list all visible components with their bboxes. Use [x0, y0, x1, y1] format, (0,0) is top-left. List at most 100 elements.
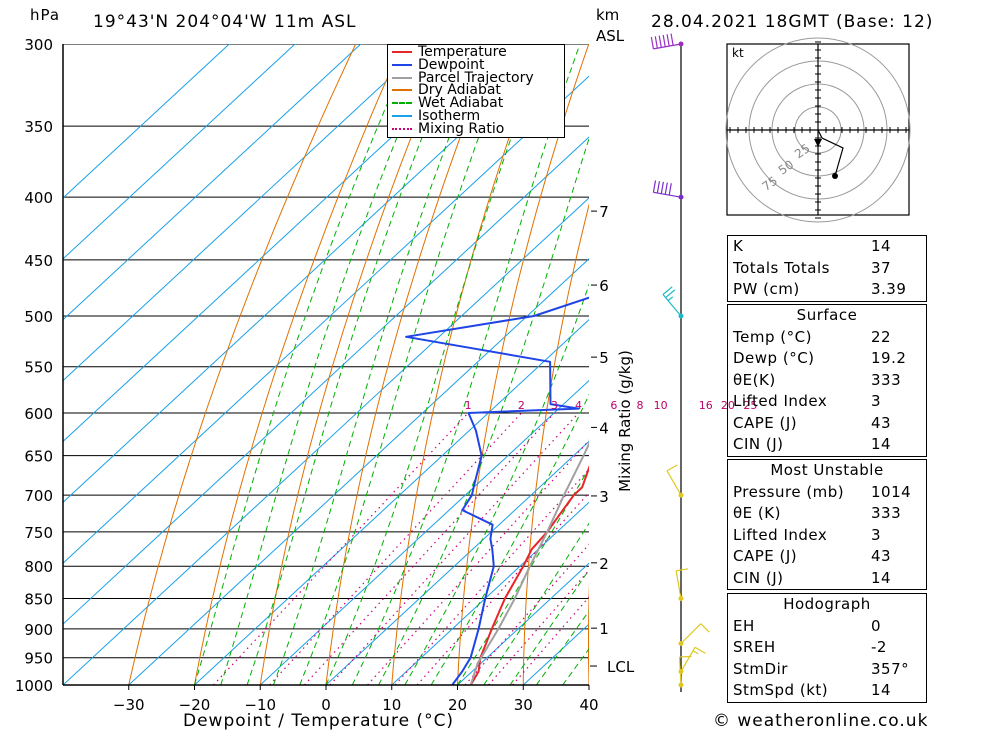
most-unstable-label: CAPE (J) — [733, 547, 798, 565]
wet-adiabat-line — [509, 568, 589, 685]
indices-table: K 14 Totals Totals 37 PW (cm) 3.39 — [727, 235, 927, 302]
surface-row: θE(K) 333 — [728, 370, 927, 392]
dry-adiabat-line — [588, 582, 589, 685]
hodograph-row: SREH -2 — [728, 637, 927, 659]
most-unstable-value: 1014 — [871, 482, 912, 501]
pressure-tick-label: 750 — [24, 524, 53, 542]
wet-adiabat-line — [535, 610, 589, 685]
isotherm-line — [325, 440, 589, 685]
index-row: Totals Totals 37 — [728, 258, 927, 280]
altitude-tick-label: 6 — [599, 277, 609, 295]
temperature-line — [469, 464, 589, 685]
surface-label: Dewp (°C) — [733, 349, 815, 367]
wind-barb-flag — [662, 286, 673, 295]
isotherm-line — [457, 562, 589, 685]
wind-barb — [650, 33, 684, 50]
hodograph-unit-label: kt — [732, 46, 744, 60]
dry-adiabat-line — [325, 44, 497, 685]
altitude-tick-label: 2 — [599, 555, 609, 573]
isotherm-line — [63, 44, 559, 504]
wind-barb-flag — [656, 181, 661, 194]
surface-label: Lifted Index — [733, 392, 828, 410]
km-label: km — [596, 6, 620, 24]
pressure-tick-label: 850 — [24, 590, 53, 608]
hodograph-label: StmDir — [733, 659, 788, 678]
wind-barb — [662, 286, 684, 319]
mixing-ratio-tick-label: 1 — [465, 399, 472, 412]
wet-adiabat-line — [430, 393, 589, 685]
legend-label: Temperature — [418, 44, 507, 60]
wind-barb-flag — [668, 183, 672, 196]
copyright-footer: © weatheronline.co.uk — [713, 711, 929, 731]
hodograph-title: Hodograph — [783, 595, 871, 613]
wind-barb — [678, 646, 706, 675]
wind-barb-staff — [666, 470, 682, 496]
hodograph-row: EH 0 — [728, 616, 927, 638]
storm-motion-marker — [814, 139, 822, 147]
mixing-ratio-tick-label: 4 — [575, 399, 582, 412]
most-unstable-row: Pressure (mb) 1014 — [728, 482, 927, 504]
wind-barb-flag — [667, 296, 674, 302]
surface-table: Surface Temp (°C) 22 Dewp (°C) 19.2 θE(K) 333… — [727, 304, 927, 457]
index-value: 37 — [871, 258, 892, 277]
mixing-ratio-tick-label: 6 — [610, 399, 617, 412]
altitude-tick-label: 4 — [599, 419, 609, 437]
altitude-tick-label: 1 — [599, 620, 609, 638]
pressure-tick-label: 500 — [24, 308, 53, 326]
dry-adiabat-line — [194, 44, 403, 685]
most-unstable-label: Lifted Index — [733, 525, 828, 544]
surface-row: Temp (°C) 22 — [728, 327, 927, 349]
x-tick-label: −10 — [244, 696, 276, 714]
altitude-tick-label: 5 — [599, 349, 609, 367]
pressure-tick-label: 900 — [24, 621, 53, 639]
surface-row: Dewp (°C) 19.2 — [728, 348, 927, 370]
most-unstable-title: Most Unstable — [770, 461, 884, 479]
chart-legend: Temperature Dewpoint Parcel Trajectory Dry … — [387, 44, 565, 138]
dry-adiabat-line — [128, 44, 357, 685]
location-title: 19°43'N 204°04'W 11m ASL — [93, 12, 357, 32]
index-row: PW (cm) 3.39 — [728, 279, 927, 301]
legend-swatch — [392, 89, 412, 92]
hodograph-label: EH — [733, 616, 755, 635]
hodograph-label: StmSpd (kt) — [733, 681, 829, 699]
pressure-tick-label: 950 — [24, 650, 53, 668]
surface-value: 19.2 — [871, 349, 907, 367]
hodograph-row: StmDir 357° — [728, 659, 927, 681]
wind-barb-flag — [654, 36, 658, 49]
legend-swatch — [392, 63, 412, 66]
wind-barb-flag — [700, 623, 710, 633]
wind-barb — [678, 623, 710, 646]
hodograph-end-dot — [832, 173, 838, 179]
altitude-tick-label: 3 — [599, 488, 609, 506]
most-unstable-value: 43 — [871, 547, 892, 565]
hpa-label: hPa — [30, 6, 61, 24]
hodograph-table: Hodograph EH 0 SREH -2 StmDir 357° StmSpd (kt)… — [727, 593, 927, 703]
mixing-ratio-axis-label: Mixing Ratio (g/kg) — [616, 350, 634, 492]
legend-swatch — [392, 76, 412, 79]
x-axis-title: Dewpoint / Temperature (°C) — [183, 711, 455, 731]
pressure-tick-label: 450 — [24, 252, 53, 270]
lcl-label: LCL — [607, 658, 635, 676]
isotherm-line — [128, 258, 589, 685]
index-value: 14 — [871, 237, 892, 255]
surface-value: 43 — [871, 413, 892, 432]
wind-barb-flag — [666, 464, 678, 472]
hodograph-value: 357° — [871, 659, 910, 678]
pressure-tick-label: 700 — [24, 487, 53, 505]
pressure-tick-label: 300 — [24, 36, 53, 54]
mixing-ratio-line — [303, 412, 555, 685]
most-unstable-label: CIN (J) — [733, 568, 784, 587]
legend-item: Parcel Trajectory — [392, 71, 534, 85]
most-unstable-row: θE (K) 333 — [728, 503, 927, 525]
most-unstable-row: CIN (J) 14 — [728, 568, 927, 590]
legend-label: Mixing Ratio — [418, 120, 505, 137]
x-tick-label: −30 — [113, 696, 145, 714]
most-unstable-label: θE (K) — [733, 504, 781, 522]
index-label: K — [733, 237, 744, 255]
mixing-ratio-tick-label: 3 — [551, 399, 558, 412]
legend-item: Temperature — [392, 44, 507, 60]
most-unstable-label: Pressure (mb) — [733, 482, 845, 501]
legend-item: Dewpoint — [392, 58, 485, 72]
pressure-tick-label: 400 — [24, 189, 53, 207]
